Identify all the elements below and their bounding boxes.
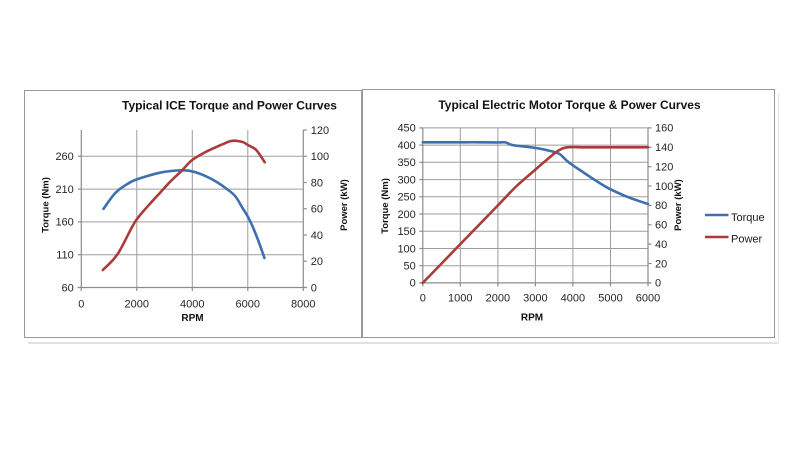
svg-text:2000: 2000 [125,299,149,311]
svg-text:3000: 3000 [523,293,547,305]
svg-text:110: 110 [56,250,74,262]
svg-text:450: 450 [397,123,415,135]
svg-text:100: 100 [397,243,415,255]
svg-text:80: 80 [311,177,323,189]
svg-text:4000: 4000 [561,293,585,305]
svg-text:100: 100 [655,181,673,193]
svg-text:300: 300 [397,174,415,186]
svg-text:260: 260 [55,151,73,163]
svg-text:20: 20 [311,256,323,268]
svg-text:Power: Power [731,234,763,246]
svg-text:Typical ICE Torque and Power C: Typical ICE Torque and Power Curves [122,99,337,113]
svg-text:160: 160 [655,123,673,135]
svg-text:0: 0 [78,299,84,311]
svg-text:8000: 8000 [291,299,315,311]
svg-text:0: 0 [655,278,661,290]
svg-text:Torque: Torque [731,212,765,224]
svg-text:60: 60 [311,204,323,216]
svg-text:100: 100 [311,151,329,163]
svg-text:0: 0 [311,282,317,294]
svg-text:40: 40 [655,239,667,251]
svg-text:2000: 2000 [486,293,510,305]
svg-text:80: 80 [655,200,667,212]
svg-text:1000: 1000 [448,293,472,305]
svg-text:210: 210 [55,184,73,196]
svg-text:Torque (Nm): Torque (Nm) [380,178,391,234]
svg-text:200: 200 [397,209,415,221]
svg-text:Power (kW): Power (kW) [673,179,684,231]
svg-text:Typical Electric Motor Torque: Typical Electric Motor Torque & Power Cu… [438,98,701,112]
svg-text:160: 160 [55,217,73,229]
svg-text:6000: 6000 [636,293,660,305]
svg-text:0: 0 [410,278,416,290]
svg-text:250: 250 [397,192,415,204]
svg-text:350: 350 [397,157,415,169]
svg-text:6000: 6000 [236,299,260,311]
svg-text:400: 400 [397,140,415,152]
svg-text:Power (kW): Power (kW) [339,179,350,231]
svg-text:0: 0 [420,293,426,305]
svg-text:120: 120 [655,162,673,174]
svg-text:150: 150 [397,226,415,238]
svg-text:4000: 4000 [180,299,204,311]
svg-text:RPM: RPM [521,313,543,324]
svg-text:120: 120 [311,125,329,137]
svg-text:20: 20 [655,258,667,270]
svg-text:50: 50 [404,261,416,273]
svg-text:60: 60 [655,220,667,232]
svg-text:RPM: RPM [181,313,203,324]
svg-text:140: 140 [655,142,673,154]
svg-text:60: 60 [62,282,74,294]
svg-text:40: 40 [311,230,323,242]
svg-text:5000: 5000 [598,293,622,305]
svg-text:Torque (Nm): Torque (Nm) [41,177,52,233]
